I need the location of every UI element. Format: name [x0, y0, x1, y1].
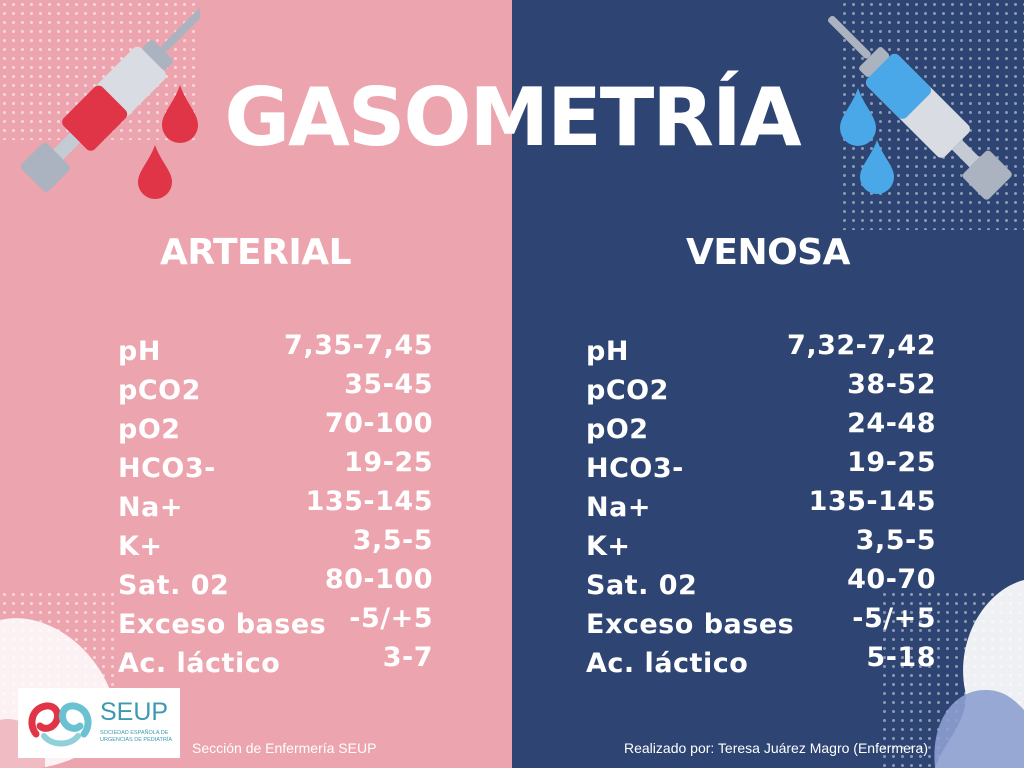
row-label: Na+ [118, 492, 183, 523]
seup-logo: SEUP SOCIEDAD ESPAÑOLA DE URGENCIAS DE P… [18, 688, 180, 758]
table-row: pO2 70-100 [118, 408, 433, 448]
table-row: Ac. láctico 3-7 [118, 642, 433, 682]
venosa-heading: VENOSA [686, 232, 850, 273]
row-value: 19-25 [847, 447, 936, 478]
syringe-red-icon [20, 5, 200, 192]
row-value: 7,32-7,42 [787, 330, 936, 361]
table-row: Sat. 02 40-70 [586, 564, 936, 604]
table-row: Na+ 135-145 [118, 486, 433, 526]
row-value: -5/+5 [852, 603, 936, 634]
syringe-blue-icon [828, 15, 1012, 200]
footer-left: Sección de Enfermería SEUP [192, 740, 377, 756]
table-row: pH 7,32-7,42 [586, 330, 936, 370]
row-value: 40-70 [847, 564, 936, 595]
row-value: 135-145 [305, 486, 433, 517]
row-value: 5-18 [866, 642, 936, 673]
decorative-blob-bottom-right [934, 580, 1024, 768]
table-row: Sat. 02 80-100 [118, 564, 433, 604]
row-value: 70-100 [324, 408, 433, 439]
blood-drop-icon [138, 145, 172, 199]
table-row: pCO2 38-52 [586, 369, 936, 409]
row-label: Sat. 02 [586, 570, 698, 601]
row-value: 7,35-7,45 [284, 330, 433, 361]
row-label: Ac. láctico [118, 648, 281, 679]
arterial-table: pH 7,35-7,45 pCO2 35-45 pO2 70-100 HCO3- 19-… [118, 330, 433, 690]
footer-right: Realizado por: Teresa Juárez Magro (Enfe… [624, 740, 928, 756]
seup-logo-name: SEUP [100, 698, 169, 726]
venosa-table: pH 7,32-7,42 pCO2 38-52 pO2 24-48 HCO3- 19-2… [586, 330, 936, 690]
row-label: pH [118, 336, 161, 367]
row-label: HCO3- [118, 453, 216, 484]
page-title: GASOMETRÍA [224, 71, 801, 164]
table-row: HCO3- 19-25 [586, 447, 936, 487]
water-drop-icon [840, 88, 876, 146]
table-row: K+ 3,5-5 [118, 525, 433, 565]
table-row: Na+ 135-145 [586, 486, 936, 526]
row-label: K+ [118, 531, 163, 562]
table-row: K+ 3,5-5 [586, 525, 936, 565]
row-value: 3,5-5 [855, 525, 936, 556]
row-label: pCO2 [586, 375, 669, 406]
row-value: 38-52 [847, 369, 936, 400]
row-value: 135-145 [808, 486, 936, 517]
row-value: 35-45 [344, 369, 433, 400]
table-row: Exceso bases -5/+5 [118, 603, 433, 643]
row-label: Exceso bases [118, 609, 327, 640]
table-row: Ac. láctico 5-18 [586, 642, 936, 682]
row-value: 19-25 [344, 447, 433, 478]
water-drop-icon [860, 140, 894, 194]
row-value: 3-7 [382, 642, 433, 673]
row-value: 3,5-5 [352, 525, 433, 556]
row-label: Sat. 02 [118, 570, 230, 601]
row-label: K+ [586, 531, 631, 562]
table-row: HCO3- 19-25 [118, 447, 433, 487]
row-label: pH [586, 336, 629, 367]
seup-logo-emblem-icon [28, 702, 92, 747]
table-row: pH 7,35-7,45 [118, 330, 433, 370]
row-value: -5/+5 [349, 603, 433, 634]
blood-drop-icon [162, 85, 198, 143]
table-row: pCO2 35-45 [118, 369, 433, 409]
row-label: Na+ [586, 492, 651, 523]
row-value: 80-100 [324, 564, 433, 595]
row-label: Exceso bases [586, 609, 795, 640]
row-label: pO2 [118, 414, 181, 445]
table-row: Exceso bases -5/+5 [586, 603, 936, 643]
row-label: pO2 [586, 414, 649, 445]
table-row: pO2 24-48 [586, 408, 936, 448]
arterial-heading: ARTERIAL [160, 232, 352, 273]
seup-logo-subtitle: SOCIEDAD ESPAÑOLA DE URGENCIAS DE PEDIAT… [100, 730, 173, 743]
row-label: Ac. láctico [586, 648, 749, 679]
row-value: 24-48 [847, 408, 936, 439]
row-label: HCO3- [586, 453, 684, 484]
row-label: pCO2 [118, 375, 201, 406]
